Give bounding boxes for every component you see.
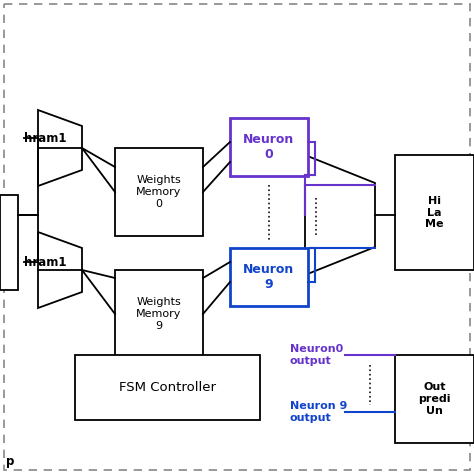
Text: Out
predi
Un: Out predi Un	[418, 383, 451, 416]
Polygon shape	[305, 155, 375, 275]
Text: FSM Controller: FSM Controller	[119, 381, 216, 394]
Polygon shape	[38, 110, 82, 186]
Polygon shape	[38, 232, 82, 308]
Bar	[115, 270, 203, 358]
Bar	[0, 195, 18, 290]
Text: p: p	[6, 456, 14, 468]
Text: Neuron
9: Neuron 9	[243, 263, 295, 291]
Text: Neuron
0: Neuron 0	[243, 133, 295, 161]
Bar	[230, 248, 308, 306]
Text: Weights
Memory
9: Weights Memory 9	[137, 297, 182, 330]
Bar	[115, 148, 203, 236]
Text: Neuron0
output: Neuron0 output	[290, 344, 343, 366]
Text: Neuron 9
output: Neuron 9 output	[290, 401, 347, 423]
Text: Weights
Memory
0: Weights Memory 0	[137, 175, 182, 209]
Text: hram1: hram1	[24, 255, 66, 268]
Bar	[75, 355, 260, 420]
Text: hram1: hram1	[24, 131, 66, 145]
Bar	[395, 355, 474, 443]
Text: Hi
La
Me: Hi La Me	[425, 196, 444, 229]
Bar	[230, 118, 308, 176]
Bar	[395, 155, 474, 270]
